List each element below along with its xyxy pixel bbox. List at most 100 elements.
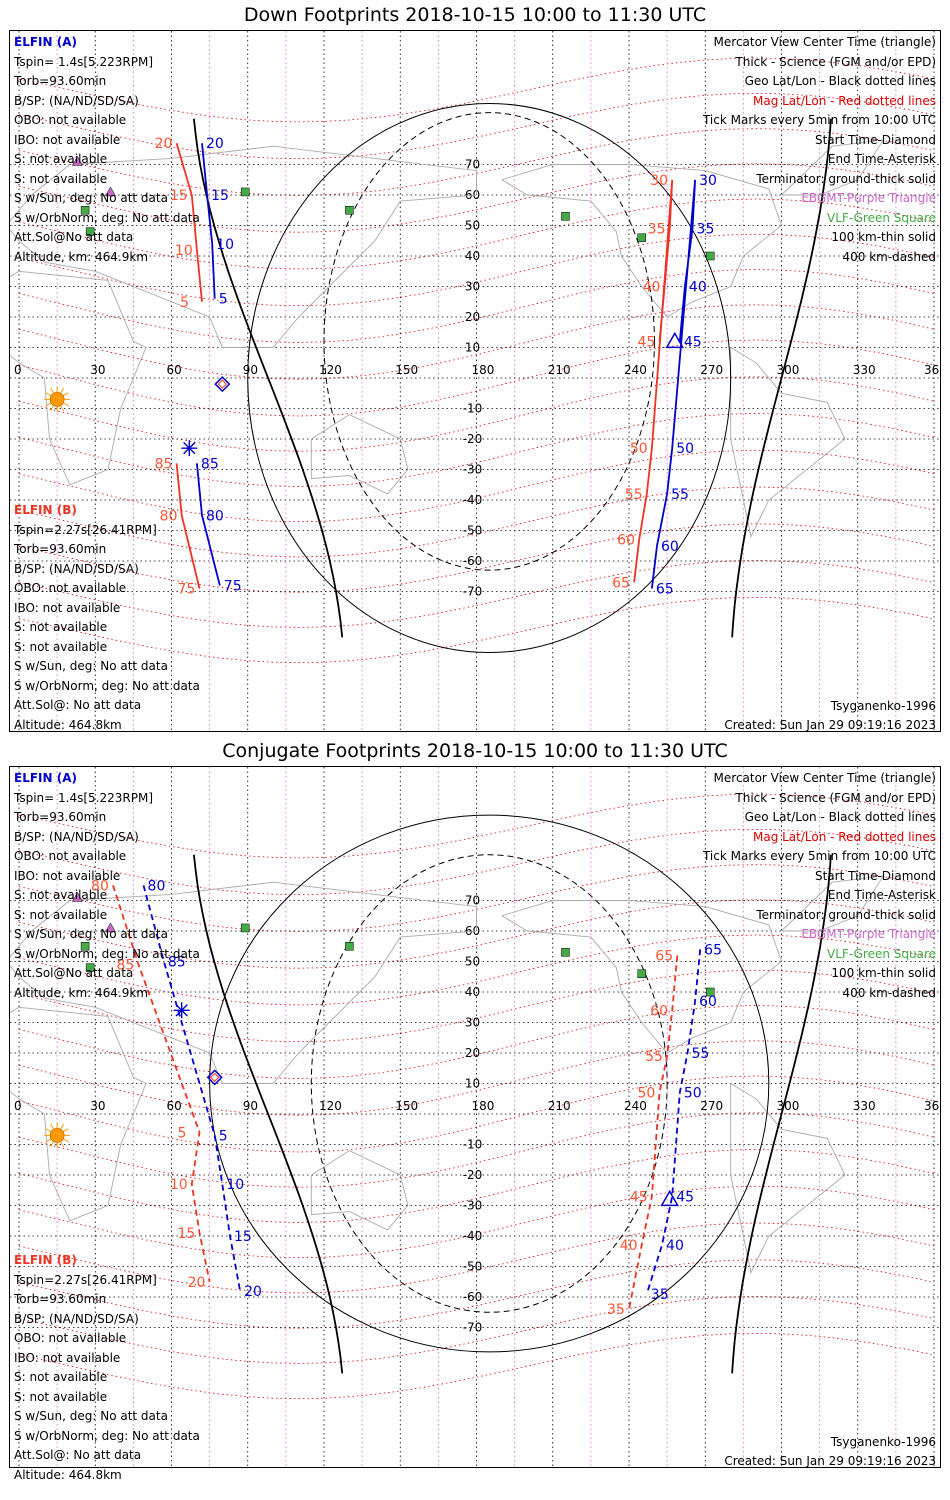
elfin-b-tick-label: 75 (177, 581, 195, 597)
elfin-b-tick-label: 60 (617, 533, 635, 549)
coastline (781, 875, 885, 932)
start-diamond (206, 1069, 223, 1086)
elfin-b-tick-label: 80 (91, 878, 109, 894)
elfin-b-tick-label: 20 (155, 136, 173, 152)
coastline (10, 1006, 147, 1222)
sun-icon (49, 391, 65, 407)
end-asterisk (175, 1004, 188, 1017)
elfin-b-tick-label: 35 (648, 222, 666, 238)
ebgmt-triangle (72, 891, 83, 902)
lat-tick-label: -50 (463, 1260, 483, 1274)
start-diamond (214, 376, 231, 393)
lon-tick-label: 330 (853, 1099, 876, 1113)
info-line: Torb=93.60min (14, 542, 107, 556)
elfin-a-tick-label: 10 (226, 1177, 244, 1193)
lat-tick-label: -40 (463, 1229, 483, 1243)
legend-item: VLF-Green Square (827, 946, 936, 961)
lat-tick-label: 10 (465, 341, 480, 355)
terminator-line (731, 854, 832, 1374)
terminator-line (731, 118, 832, 638)
mag-lat-line (18, 486, 935, 558)
elfin-b-tick-label: 80 (160, 508, 178, 524)
elfin-a-header: ELFIN (A) (14, 35, 77, 49)
elfin-b-tick-label: 65 (655, 948, 673, 964)
start-diamond (217, 379, 228, 389)
elfin-a-tick-label: 30 (699, 173, 717, 189)
elfin-a-tick-label: 85 (168, 955, 186, 971)
legend-item: Tick Marks every 5min from 10:00 UTC (702, 113, 936, 127)
map-frame-conjugate: 0 30 60 90 120 150 180 210 240 270 300 330 360 70 60 50… (9, 766, 941, 1482)
sun-icon (49, 1127, 65, 1143)
lat-tick-label: 40 (465, 249, 480, 263)
mag-lat-line (18, 1259, 935, 1329)
vlf-station-square (80, 206, 90, 215)
lon-tick-label: 120 (319, 363, 342, 377)
elfin-b-tick-label: 15 (177, 1226, 195, 1242)
elfin-a-tick-label: 75 (224, 578, 242, 594)
elfin-a-tick-label: 55 (671, 487, 689, 503)
coastline (781, 139, 885, 196)
elfin-a-tick-label: 45 (676, 1189, 694, 1205)
panel-title-conjugate: Conjugate Footprints 2018-10-15 10:00 to… (222, 740, 728, 762)
lat-tick-label: 70 (465, 158, 480, 172)
lon-tick-label: 180 (472, 363, 495, 377)
info-line: B/SP: (NA/ND/SD/SA) (14, 829, 139, 844)
elfin-b-tick-label: 40 (620, 1238, 638, 1254)
vlf-station-square (637, 969, 646, 978)
elfin-a-tick-label: 50 (676, 441, 694, 457)
elfin-a-tick-label: 15 (211, 188, 229, 204)
legend-item: VLF-Green Square (827, 210, 936, 225)
vlf-station-square (85, 963, 95, 972)
elfin-b-tick-label: 40 (643, 280, 661, 296)
info-line: OBO: not available (14, 581, 127, 595)
lat-tick-label: 50 (465, 219, 480, 233)
info-line: Tspin= 1.4s[5.223RPM] (14, 54, 154, 69)
info-line: S: not available (14, 620, 108, 634)
info-line: S w/OrbNorm, deg: No att data (14, 678, 200, 693)
lat-tick-label: -40 (463, 493, 483, 507)
elfin-b-tick-label: 55 (625, 487, 643, 503)
elfin-a-header: ELFIN (A) (14, 771, 77, 785)
elfin-b-tick-label: 15 (170, 188, 188, 204)
info-line: OBO: not available (14, 113, 127, 127)
vlf-station-square (80, 942, 90, 951)
legend-item: Geo Lat/Lon - Black dotted lines (744, 810, 936, 824)
model-label: Tsyganenko-1996 (830, 1435, 936, 1449)
coastline (730, 1083, 846, 1274)
vlf-station-square (240, 923, 250, 933)
info-line: S: not available (14, 1370, 108, 1384)
elfin-a-tick-label: 20 (244, 1284, 262, 1300)
elfin-b-header: ELFIN (B) (14, 503, 77, 517)
info-line: S w/Sun, deg: No att data (14, 1409, 168, 1423)
terminator-line (193, 854, 344, 1374)
legend-item: Mercator View Center Time (triangle) (713, 771, 936, 785)
info-line: S: not available (14, 888, 108, 902)
info-line: IBO: not available (14, 868, 121, 883)
coastline (730, 347, 846, 538)
vlf-station-square (561, 212, 570, 221)
panel-title-down: Down Footprints 2018-10-15 10:00 to 11:3… (243, 4, 707, 26)
info-line: S w/OrbNorm, deg: No att data (14, 210, 200, 225)
legend-item: Start Time-Diamond (814, 868, 936, 883)
legend-item: Thick - Science (FGM and/or EPD) (735, 54, 936, 69)
mag-lat-line (18, 899, 935, 969)
info-line: Att.Sol@No att data (14, 230, 134, 244)
legend: Mercator View Center Time (triangle) Thic… (703, 769, 936, 1003)
mag-lat-line (18, 1040, 935, 1116)
elfin-a-track (196, 463, 221, 586)
elfin-a-track (142, 885, 241, 1292)
elfin-a-tick-label: 60 (699, 994, 717, 1010)
lon-tick-label: 300 (777, 363, 800, 377)
lat-tick-label: -20 (463, 432, 483, 446)
lon-tick-label: 210 (548, 1099, 571, 1113)
elfin-b-track (628, 955, 679, 1310)
elfin-a-tick-label: 80 (206, 508, 224, 524)
elfin-b-tick-label: 50 (638, 1086, 656, 1102)
coastline (10, 881, 477, 1084)
elfin-b-tick-label: 5 (177, 1125, 186, 1141)
info-line: S w/Sun, deg: No att data (14, 927, 168, 941)
lat-tick-label: 30 (465, 280, 480, 294)
info-line: S w/Sun, deg: No att data (14, 191, 168, 205)
lat-tick-label: -20 (463, 1168, 483, 1182)
lat-tick-label: -60 (463, 1290, 483, 1304)
